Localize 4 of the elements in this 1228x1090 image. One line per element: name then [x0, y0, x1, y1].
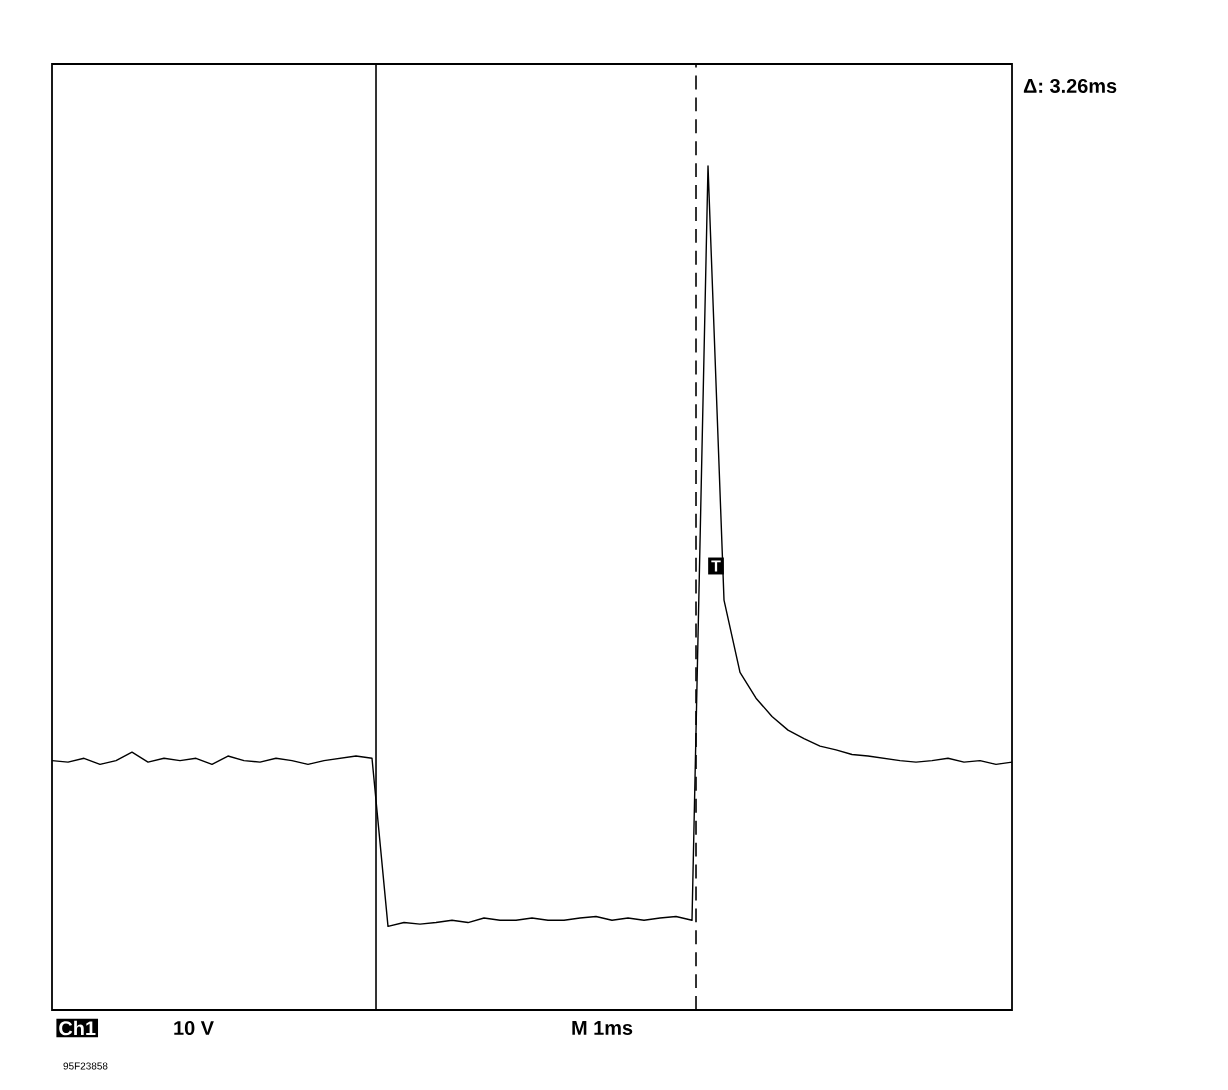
text: M 1ms — [572, 1021, 633, 1035]
text: Δ: 3.26ms — [1023, 78, 1117, 94]
text: Ch1 — [59, 1020, 96, 1036]
text: 10 V — [174, 1020, 214, 1036]
